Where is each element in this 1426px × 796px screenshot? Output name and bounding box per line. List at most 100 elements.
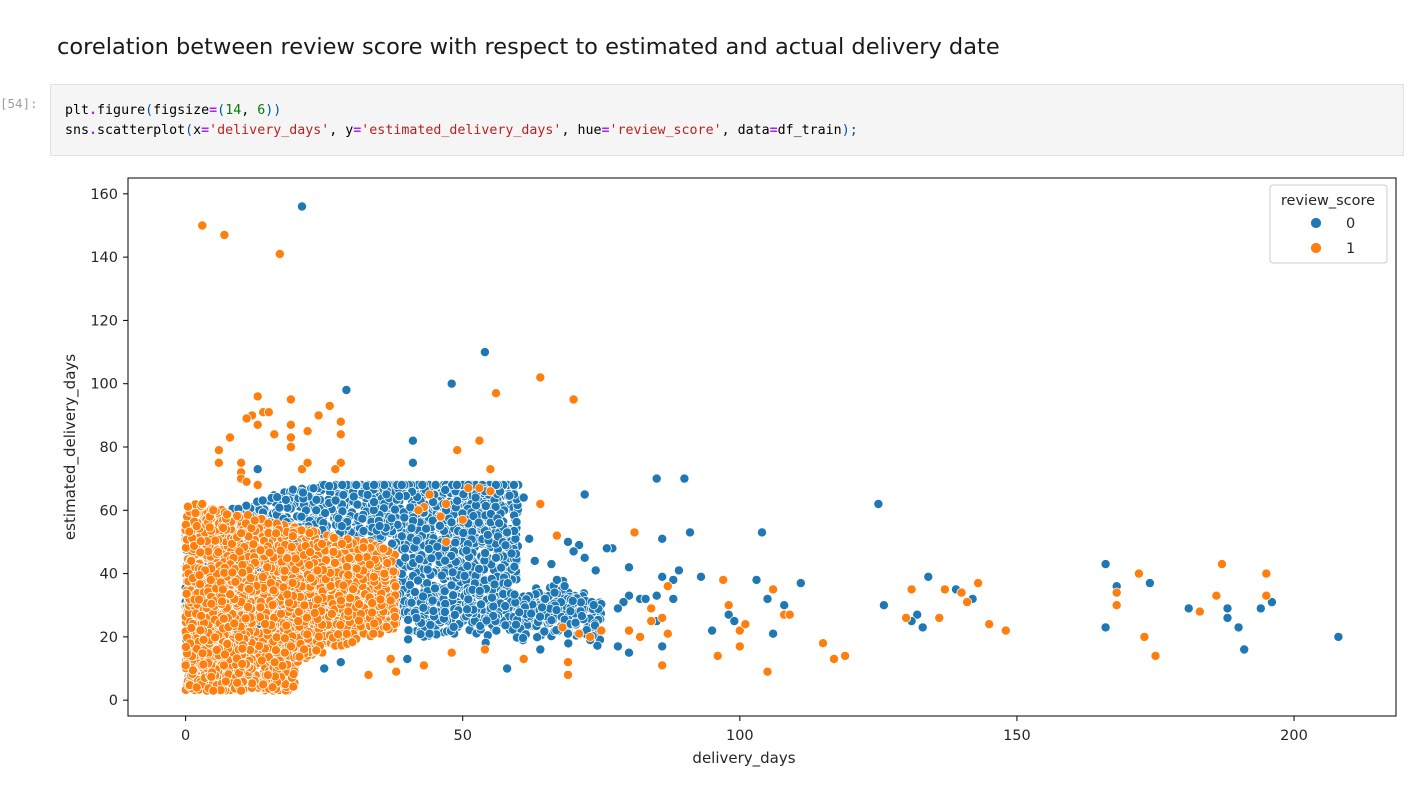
- data-point-0: [407, 457, 418, 468]
- data-point-0: [426, 553, 437, 564]
- data-point-0: [468, 511, 479, 522]
- data-point-0: [311, 505, 322, 516]
- code-token: 'estimated_delivery_days': [361, 123, 562, 138]
- data-point-0: [407, 435, 418, 446]
- data-point-0: [500, 540, 511, 551]
- code-token: 'review_score': [609, 123, 722, 138]
- data-point-1: [305, 547, 316, 558]
- data-point-0: [612, 603, 623, 614]
- code-token: scatterplot: [97, 123, 186, 138]
- data-point-0: [473, 517, 484, 528]
- markdown-heading: corelation between review score with res…: [57, 34, 1000, 60]
- data-point-0: [514, 607, 525, 618]
- data-point-0: [502, 578, 513, 589]
- data-point-0: [878, 600, 889, 611]
- data-point-0: [272, 492, 283, 503]
- data-point-0: [524, 533, 535, 544]
- code-token: );: [841, 123, 858, 138]
- data-point-0: [362, 489, 373, 500]
- data-point-0: [502, 527, 513, 538]
- data-point-0: [651, 473, 662, 484]
- data-point-1: [368, 628, 379, 639]
- data-point-0: [574, 540, 585, 551]
- data-point-0: [1144, 578, 1155, 589]
- data-point-0: [274, 502, 285, 513]
- data-point-0: [425, 619, 436, 630]
- data-point-0: [459, 570, 470, 581]
- data-point-0: [452, 495, 463, 506]
- data-point-0: [402, 653, 413, 664]
- data-point-0: [351, 479, 362, 490]
- data-point-1: [311, 645, 322, 656]
- code-token: x: [193, 123, 202, 138]
- data-point-0: [411, 612, 422, 623]
- data-point-0: [559, 581, 570, 592]
- code-editor[interactable]: plt.figure(figsize=(14, 6)) sns.scatterpl…: [65, 101, 858, 141]
- data-point-0: [1100, 622, 1111, 633]
- data-point-0: [529, 555, 540, 566]
- data-point-0: [358, 525, 369, 536]
- data-point-0: [406, 523, 417, 534]
- code-token: =: [353, 123, 362, 138]
- data-point-0: [668, 574, 679, 585]
- code-cell[interactable]: plt.figure(figsize=(14, 6)) sns.scatterpl…: [50, 84, 1404, 156]
- data-point-0: [480, 548, 491, 559]
- data-point-0: [1239, 644, 1250, 655]
- code-line: plt.figure(figsize=(14, 6)): [65, 101, 858, 121]
- data-point-0: [590, 565, 601, 576]
- data-point-0: [657, 641, 668, 652]
- data-point-0: [640, 593, 651, 604]
- data-point-0: [509, 589, 520, 600]
- data-point-0: [526, 608, 537, 619]
- data-point-0: [462, 560, 473, 571]
- data-point-0: [532, 632, 543, 643]
- data-point-0: [757, 527, 768, 538]
- data-point-0: [396, 479, 407, 490]
- data-point-0: [474, 585, 485, 596]
- code-token: =: [201, 123, 210, 138]
- data-point-0: [575, 597, 586, 608]
- data-point-0: [368, 497, 379, 508]
- code-token: =: [209, 103, 218, 118]
- data-point-0: [424, 628, 435, 639]
- data-point-0: [1266, 597, 1277, 608]
- data-point-0: [374, 521, 385, 532]
- data-point-0: [446, 517, 457, 528]
- data-point-0: [338, 489, 349, 500]
- code-token: 'delivery_days': [209, 123, 330, 138]
- data-point-0: [448, 590, 459, 601]
- data-point-0: [568, 546, 579, 557]
- data-point-0: [491, 625, 502, 636]
- data-point-0: [394, 491, 405, 502]
- data-point-0: [436, 570, 447, 581]
- data-point-1: [389, 611, 400, 622]
- data-point-0: [461, 545, 472, 556]
- data-point-0: [473, 563, 484, 574]
- data-point-0: [729, 616, 740, 627]
- data-point-0: [518, 492, 529, 503]
- data-point-0: [336, 521, 347, 532]
- data-point-0: [1222, 612, 1233, 623]
- data-point-0: [601, 543, 612, 554]
- data-point-1: [302, 629, 313, 640]
- data-point-1: [279, 647, 290, 658]
- data-point-0: [448, 621, 459, 632]
- data-point-0: [707, 625, 718, 636]
- data-point-0: [439, 586, 450, 597]
- data-point-0: [923, 571, 934, 582]
- data-point-0: [873, 498, 884, 509]
- data-point-0: [449, 609, 460, 620]
- data-point-0: [917, 622, 928, 633]
- code-token: 14: [225, 103, 242, 118]
- code-token: hue: [577, 123, 602, 138]
- data-point-0: [565, 606, 576, 617]
- data-point-0: [296, 201, 307, 212]
- data-point-0: [576, 611, 587, 622]
- data-point-0: [257, 495, 268, 506]
- data-point-0: [451, 479, 462, 490]
- data-point-0: [297, 487, 308, 498]
- data-point-0: [335, 657, 346, 668]
- data-point-0: [423, 543, 434, 554]
- code-token: plt: [65, 103, 90, 118]
- data-point-0: [1100, 559, 1111, 570]
